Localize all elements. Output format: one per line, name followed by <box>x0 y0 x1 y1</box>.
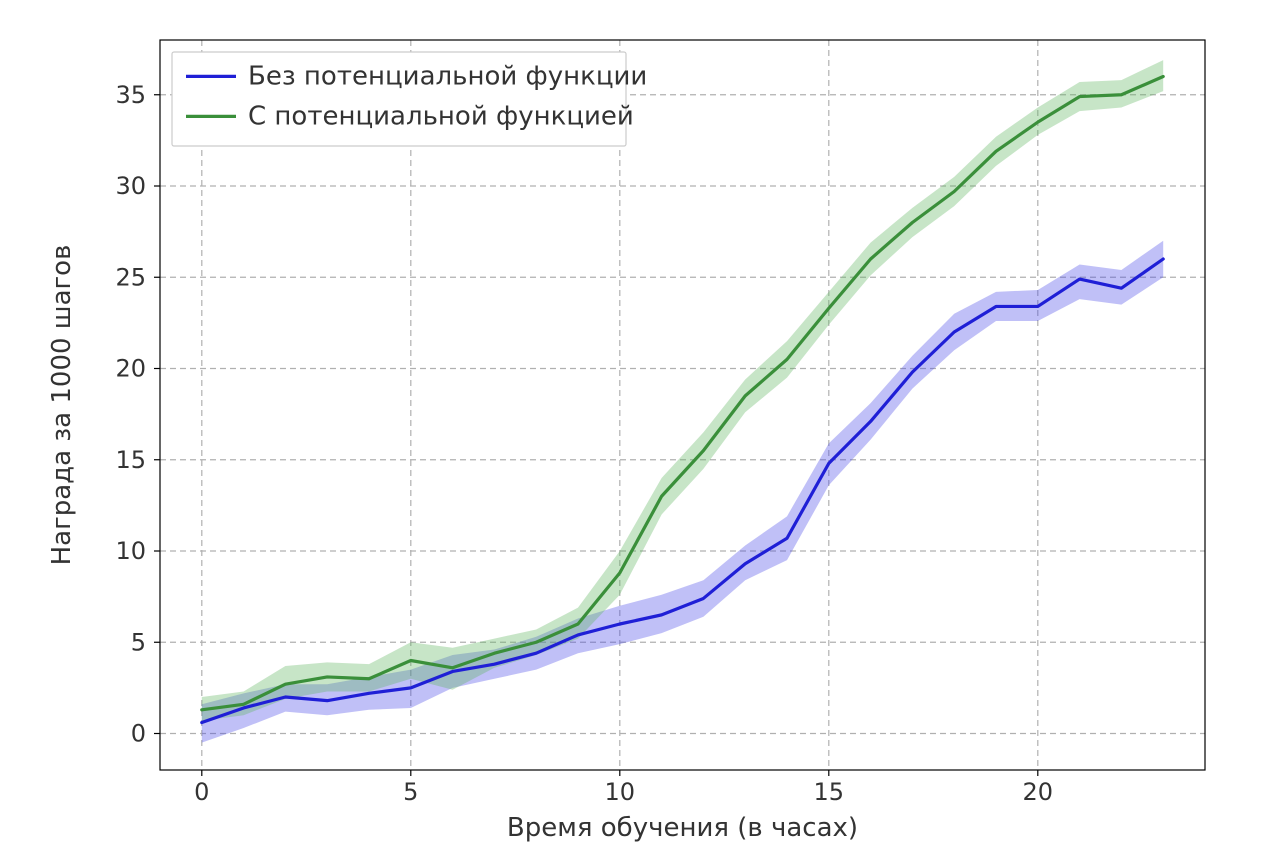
line-chart: 0 5 10 15 20 0 5 10 15 20 25 30 35 Время обучения (в … <box>0 0 1280 868</box>
x-axis-label: Время обучения (в часах) <box>507 813 858 843</box>
y-tick-label: 30 <box>115 172 146 200</box>
y-tick-label: 25 <box>115 263 146 291</box>
y-tick-label: 5 <box>131 628 146 656</box>
legend-item-label: С потенциальной функцией <box>248 102 634 132</box>
chart-container: 0 5 10 15 20 0 5 10 15 20 25 30 35 Время обучения (в … <box>0 0 1280 868</box>
y-tick-label: 10 <box>115 537 146 565</box>
legend: Без потенциальной функции С потенциальной… <box>172 52 647 146</box>
y-tick-label: 0 <box>131 720 146 748</box>
y-tick-label: 15 <box>115 446 146 474</box>
x-tick-label: 0 <box>194 778 209 806</box>
x-tick-label: 10 <box>605 778 636 806</box>
x-tick-label: 5 <box>403 778 418 806</box>
y-tick-label: 35 <box>115 81 146 109</box>
legend-item-label: Без потенциальной функции <box>248 62 647 92</box>
x-tick-label: 15 <box>814 778 845 806</box>
y-tick-label: 20 <box>115 355 146 383</box>
x-tick-label: 20 <box>1023 778 1054 806</box>
y-axis-label: Награда за 1000 шагов <box>47 245 77 566</box>
